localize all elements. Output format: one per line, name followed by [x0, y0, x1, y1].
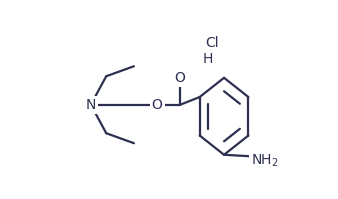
Text: NH$_2$: NH$_2$: [251, 153, 279, 169]
Text: Cl: Cl: [205, 36, 218, 50]
Text: O: O: [175, 71, 186, 85]
Text: H: H: [202, 52, 213, 65]
Text: O: O: [152, 98, 163, 112]
Text: N: N: [86, 98, 96, 112]
